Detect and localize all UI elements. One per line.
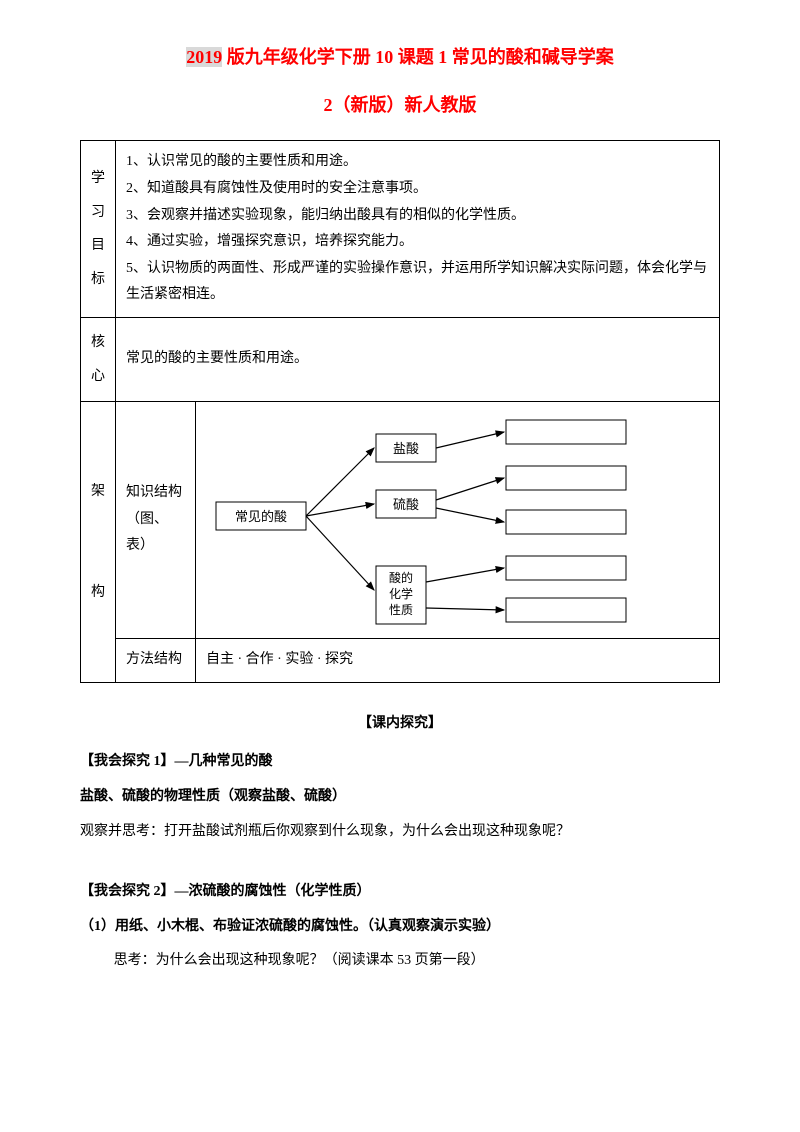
goal-item: 5、认识物质的两面性、形成严谨的实验操作意识，并运用所学知识解决实际问题，体会化… <box>126 256 709 309</box>
core-cell: 常见的酸的主要性质和用途。 <box>116 317 720 401</box>
inquiry2-think: 思考：为什么会出现这种现象呢？（阅读课本 53 页第一段） <box>114 948 720 975</box>
inquiry2-title: 【我会探究 2】—浓硫酸的腐蚀性（化学性质） <box>80 879 720 906</box>
svg-text:酸的: 酸的 <box>389 570 413 585</box>
title-prefix-hl: 2019 <box>186 47 222 67</box>
core-label: 核心 <box>81 317 116 401</box>
inquiry1-text: 观察并思考：打开盐酸试剂瓶后你观察到什么现象，为什么会出现这种现象呢？ <box>80 819 720 846</box>
svg-text:化学: 化学 <box>389 586 413 601</box>
svg-text:性质: 性质 <box>389 603 413 617</box>
diagram-cell: 常见的酸 盐酸 硫酸 酸的 化学 性质 <box>196 402 720 639</box>
goal-item: 1、认识常见的酸的主要性质和用途。 <box>126 149 709 176</box>
main-table: 学习目标 1、认识常见的酸的主要性质和用途。 2、知道酸具有腐蚀性及使用时的安全… <box>80 140 720 682</box>
diagram-node: 盐酸 <box>393 441 419 456</box>
diagram-node: 硫酸 <box>393 497 419 512</box>
method-structure-text: 自主 · 合作 · 实验 · 探究 <box>196 639 720 683</box>
inquiry1-title: 【我会探究 1】—几种常见的酸 <box>80 749 720 776</box>
class-inquiry-heading: 【课内探究】 <box>80 711 720 738</box>
title-prefix-rest: 版九年级化学下册 10 课题 1 常见的酸和碱导学案 <box>222 47 614 67</box>
page-title-line1: 2019 版九年级化学下册 10 课题 1 常见的酸和碱导学案 <box>80 40 720 74</box>
diagram-root: 常见的酸 <box>235 509 287 524</box>
goal-item: 2、知道酸具有腐蚀性及使用时的安全注意事项。 <box>126 176 709 203</box>
knowledge-diagram: 常见的酸 盐酸 硫酸 酸的 化学 性质 <box>206 410 636 630</box>
structure-label: 架构 <box>81 402 116 683</box>
goal-item: 4、通过实验，增强探究意识，培养探究能力。 <box>126 229 709 256</box>
goals-label: 学习目标 <box>81 141 116 318</box>
inquiry2-item1: （1）用纸、小木棍、布验证浓硫酸的腐蚀性。（认真观察演示实验） <box>80 914 720 941</box>
page-title-line2: 2（新版）新人教版 <box>80 88 720 122</box>
goals-cell: 1、认识常见的酸的主要性质和用途。 2、知道酸具有腐蚀性及使用时的安全注意事项。… <box>116 141 720 318</box>
goal-item: 3、会观察并描述实验现象，能归纳出酸具有的相似的化学性质。 <box>126 203 709 230</box>
inquiry1-sub: 盐酸、硫酸的物理性质（观察盐酸、硫酸） <box>80 784 720 811</box>
knowledge-structure-label: 知识结构（图、表） <box>116 402 196 639</box>
method-structure-label: 方法结构 <box>116 639 196 683</box>
